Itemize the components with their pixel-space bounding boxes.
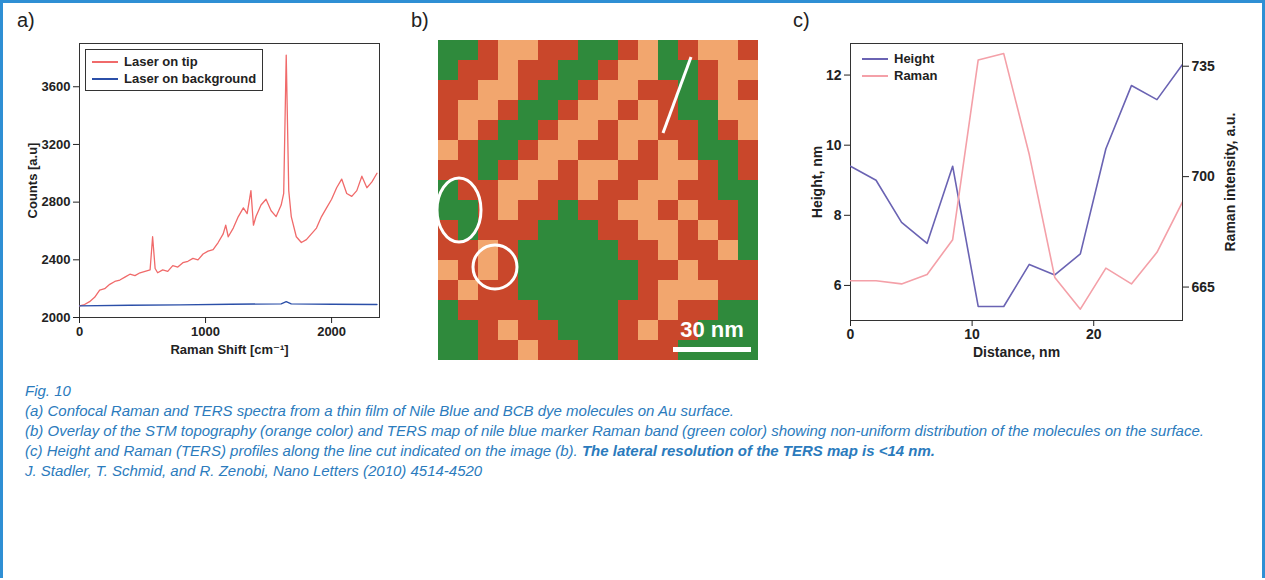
svg-text:3600: 3600 (42, 79, 71, 94)
svg-text:0: 0 (847, 326, 855, 342)
svg-text:Counts [a.u]: Counts [a.u] (25, 143, 40, 219)
html-text:J. Stadler, T. Schmid, and R.: J. Stadler, T. Schmid, and R. Zenobi, Na… (25, 462, 483, 479)
svg-text:2000: 2000 (317, 324, 346, 339)
svg-text:10: 10 (826, 137, 842, 153)
html-text:(a) Confocal Raman and TERS sp: (a) Confocal Raman and TERS spectra from… (25, 402, 734, 419)
svg-text:Height, nm: Height, nm (809, 146, 825, 218)
html-text:Height: Height (894, 51, 935, 66)
svg-text:10: 10 (964, 326, 980, 342)
svg-text:3200: 3200 (42, 137, 71, 152)
svg-text:2400: 2400 (42, 252, 71, 267)
svg-text:700: 700 (1192, 168, 1216, 184)
svg-text:735: 735 (1192, 58, 1216, 74)
svg-text:6: 6 (834, 277, 842, 293)
svg-text:1000: 1000 (191, 324, 220, 339)
svg-text:665: 665 (1192, 279, 1216, 295)
html-text:Fig. 10: Fig. 10 (25, 382, 71, 399)
svg-text:Raman intensity, a.u.: Raman intensity, a.u. (1222, 113, 1238, 252)
html-text:Laser on tip: Laser on tip (124, 54, 198, 69)
html-text:Raman: Raman (894, 68, 938, 83)
svg-text:20: 20 (1086, 326, 1102, 342)
svg-text:0: 0 (76, 324, 83, 339)
svg-text:2000: 2000 (42, 310, 71, 325)
html-text:(c) Height and Raman (TERS) pr: (c) Height and Raman (TERS) profiles alo… (25, 442, 935, 459)
svg-text:30 nm: 30 nm (680, 317, 744, 342)
svg-text:12: 12 (826, 67, 842, 83)
html-text:c): c) (793, 9, 810, 31)
html-text:b): b) (411, 9, 429, 31)
svg-text:Raman Shift [cm⁻¹]: Raman Shift [cm⁻¹] (170, 342, 288, 357)
svg-text:8: 8 (834, 207, 842, 223)
html-text:a): a) (17, 9, 35, 31)
svg-text:Distance, nm: Distance, nm (973, 344, 1060, 360)
html-text:Laser on background: Laser on background (124, 71, 257, 86)
svg-text:2800: 2800 (42, 194, 71, 209)
html-text:(b) Overlay of the STM topogra: (b) Overlay of the STM topography (orang… (25, 422, 1204, 439)
